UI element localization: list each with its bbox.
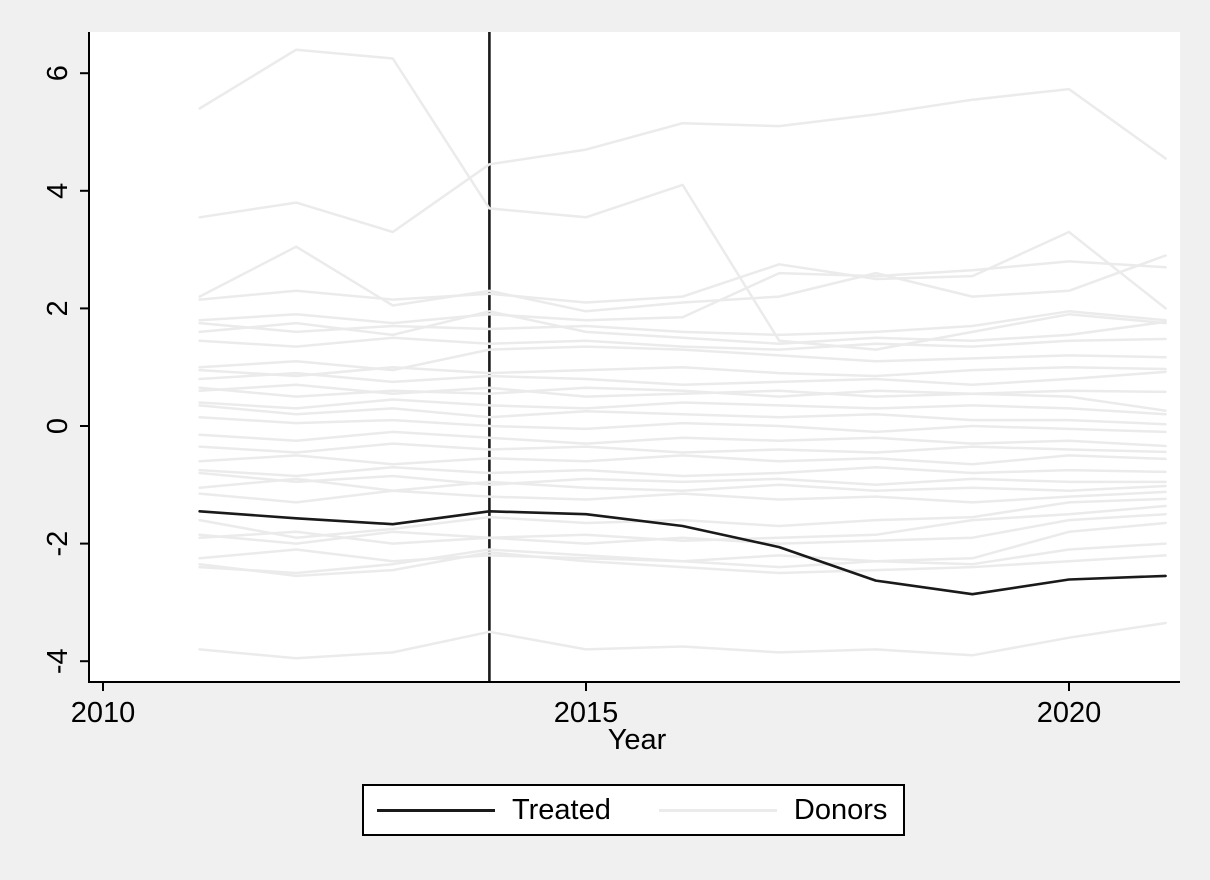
donor-line	[198, 310, 1167, 345]
donor-line	[198, 477, 1167, 492]
donor-line	[198, 383, 1167, 412]
y-tick-label: 6	[42, 65, 74, 81]
donor-line	[198, 551, 1167, 578]
donor-line	[198, 404, 1167, 426]
legend-entry-donors: Donors	[658, 793, 888, 826]
donor-line	[198, 245, 1167, 313]
donor-line	[198, 415, 1167, 434]
legend-treated-swatch	[377, 808, 495, 812]
donor-line	[198, 260, 1167, 325]
legend-entry-treated: Treated	[377, 793, 611, 826]
x-axis-title: Year	[608, 724, 667, 756]
donor-line	[198, 504, 1167, 545]
donor-line	[198, 489, 1167, 504]
donor-line	[198, 465, 1167, 478]
axes-spines	[88, 32, 1180, 683]
y-tick-label: -2	[42, 531, 74, 557]
donor-line	[198, 398, 1167, 416]
legend-donors-label: Donors	[793, 793, 888, 826]
donor-line	[198, 336, 1167, 351]
y-tick-label: 2	[42, 300, 74, 316]
donor-line	[198, 442, 1167, 454]
legend: Treated Donors	[362, 784, 905, 836]
x-tick-label: 2015	[554, 697, 619, 729]
donor-line	[198, 497, 1167, 539]
donor-line	[198, 542, 1167, 575]
donor-line	[198, 365, 1167, 378]
legend-treated-label: Treated	[512, 793, 611, 826]
donor-line	[198, 512, 1167, 545]
y-tick-label: -4	[42, 648, 74, 674]
donor-line	[198, 230, 1167, 310]
donor-line	[198, 386, 1167, 398]
donor-line	[198, 310, 1167, 337]
x-tick-label: 2020	[1037, 697, 1102, 729]
x-tick-label: 2010	[71, 697, 136, 729]
y-tick-label: 0	[42, 418, 74, 434]
donor-line	[198, 471, 1167, 487]
donor-line	[198, 48, 1167, 351]
legend-donors-swatch	[658, 808, 777, 812]
donor-line	[198, 87, 1167, 234]
y-tick-label: 4	[42, 183, 74, 199]
donor-line	[198, 370, 1167, 387]
donor-line	[198, 345, 1167, 372]
donor-line	[198, 454, 1167, 466]
line-chart: 6 4 2 0 -2 -4 2010 2015 2020 Year	[42, 32, 1180, 756]
donor-line	[198, 621, 1167, 660]
donor-line	[198, 430, 1167, 448]
treated-line	[198, 509, 1167, 596]
